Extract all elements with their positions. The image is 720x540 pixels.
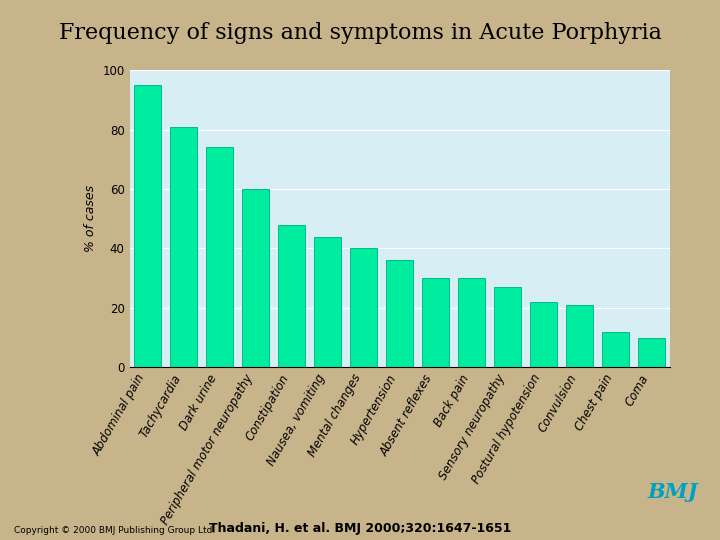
Bar: [350, 248, 377, 367]
Bar: [530, 302, 557, 367]
Bar: [170, 126, 197, 367]
Bar: [278, 225, 305, 367]
Text: Copyright © 2000 BMJ Publishing Group Ltd.: Copyright © 2000 BMJ Publishing Group Lt…: [14, 525, 216, 535]
Bar: [314, 237, 341, 367]
Text: BMJ: BMJ: [648, 482, 698, 502]
Bar: [458, 278, 485, 367]
Y-axis label: % of cases: % of cases: [84, 185, 97, 252]
Bar: [494, 287, 521, 367]
Bar: [206, 147, 233, 367]
Bar: [602, 332, 629, 367]
Bar: [134, 85, 161, 367]
Bar: [566, 305, 593, 367]
Text: Frequency of signs and symptoms in Acute Porphyria: Frequency of signs and symptoms in Acute…: [58, 22, 662, 44]
Bar: [638, 338, 665, 367]
Text: Thadani, H. et al. BMJ 2000;320:1647-1651: Thadani, H. et al. BMJ 2000;320:1647-165…: [209, 522, 511, 535]
Bar: [422, 278, 449, 367]
Bar: [386, 260, 413, 367]
Bar: [242, 189, 269, 367]
